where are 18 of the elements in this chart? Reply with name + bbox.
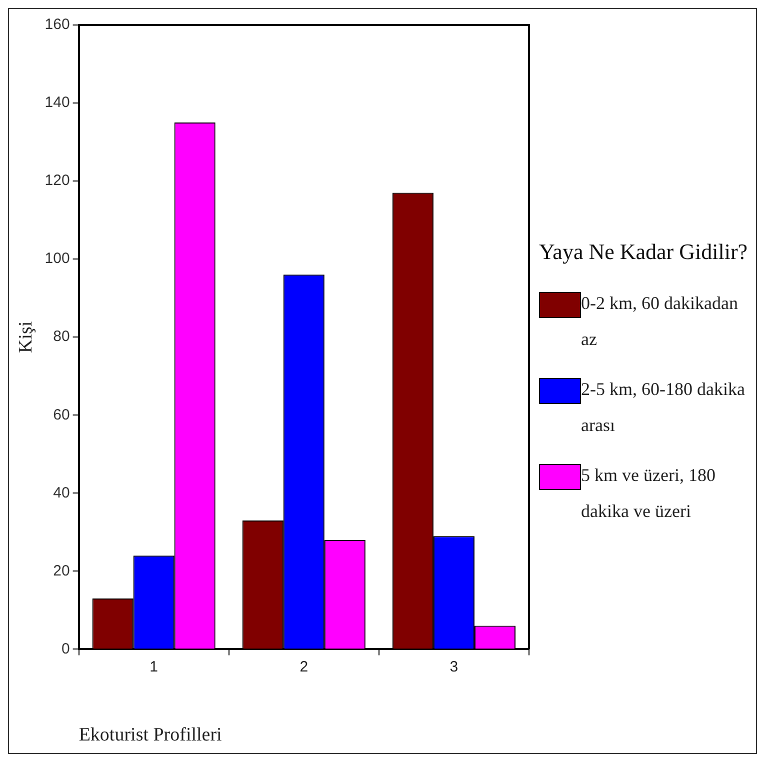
y-tick-label: 20 (53, 562, 70, 580)
legend-title: Yaya Ne Kadar Gidilir? (539, 238, 749, 266)
x-tick-label: 3 (450, 658, 458, 676)
y-tick-label: 60 (53, 406, 70, 424)
y-tick-label: 40 (53, 484, 70, 502)
x-tick-label: 2 (300, 658, 308, 676)
legend-label: 0-2 km, 60 dakikadan az (581, 293, 738, 349)
y-tick-label: 80 (53, 328, 70, 346)
y-tick-label: 0 (61, 640, 70, 658)
y-axis-title: Kişi (15, 321, 36, 353)
y-tick-label: 140 (44, 94, 70, 112)
x-axis-title: Ekoturist Profilleri (78, 724, 222, 746)
legend-label: 2-5 km, 60-180 dakika arası (581, 379, 745, 435)
y-tick-label: 100 (44, 250, 70, 268)
y-tick-label: 160 (44, 16, 70, 34)
x-tick-label: 1 (150, 658, 158, 676)
y-tick-label: 120 (44, 172, 70, 190)
legend-label: 5 km ve üzeri, 180 dakika ve üzeri (581, 465, 716, 521)
